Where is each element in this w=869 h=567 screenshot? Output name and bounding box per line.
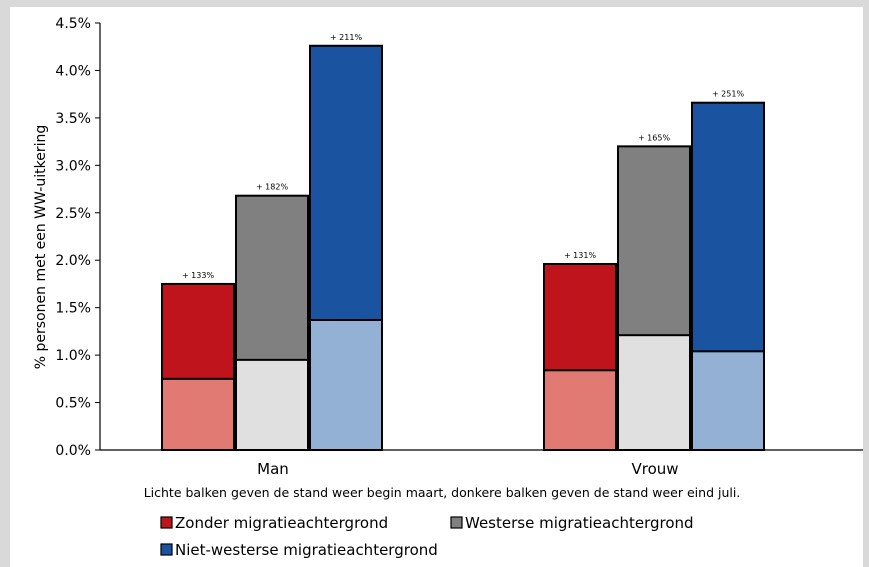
y-tick-label: 1.5% <box>55 301 91 317</box>
y-tick-label: 0.0% <box>55 443 91 459</box>
bars <box>161 44 765 452</box>
y-tick-label: 3.0% <box>55 158 91 174</box>
increase-label: + 133% <box>182 271 215 280</box>
legend-swatch <box>160 516 173 529</box>
bar-begin-maart <box>161 377 235 452</box>
x-category-label: Vrouw <box>631 460 678 478</box>
y-tick-label: 1.0% <box>55 348 91 364</box>
y-tick-label: 2.5% <box>55 206 91 222</box>
increase-label: + 165% <box>638 133 671 142</box>
legend-entry: Niet-westerse migratieachtergrond <box>175 541 438 559</box>
legend-entry: Zonder migratieachtergrond <box>175 514 388 532</box>
chart-note: Lichte balken geven de stand weer begin … <box>144 485 741 500</box>
legend-swatch <box>450 516 463 529</box>
bar-begin-maart <box>309 319 383 451</box>
legend: Zonder migratieachtergrond Westerse migra… <box>160 514 694 559</box>
bar-begin-maart <box>543 369 617 451</box>
bar-chart: 0.0% 0.5% 1.0% 1.5% 2.0% 2.5% 3.0% 3.5% 4.0% 4.5%… <box>33 16 863 559</box>
chart-frame: 0.0% 0.5% 1.0% 1.5% 2.0% 2.5% 3.0% 3.5% 4.0% 4.5%… <box>10 7 863 567</box>
y-tick-label: 4.5% <box>55 16 91 32</box>
legend-entry: Westerse migratieachtergrond <box>465 514 694 532</box>
increase-label: + 211% <box>330 33 363 42</box>
y-tick-label: 4.0% <box>55 63 91 79</box>
y-tick-label: 2.0% <box>55 253 91 269</box>
increase-label: + 251% <box>712 90 745 99</box>
increase-label: + 131% <box>564 251 597 260</box>
legend-swatch <box>160 543 173 556</box>
bar-begin-maart <box>235 358 309 452</box>
y-axis-title: % personen met een WW-uitkering <box>33 125 49 369</box>
bar-begin-maart <box>691 350 765 451</box>
x-category-label: Man <box>257 460 289 478</box>
y-tick-label: 0.5% <box>55 396 91 412</box>
bar-begin-maart <box>617 334 691 451</box>
labels: + 133% + 182% + 211% Man + 131% + 165% + 251% V… <box>182 33 745 478</box>
increase-label: + 182% <box>256 183 289 192</box>
y-tick-label: 3.5% <box>55 111 91 127</box>
